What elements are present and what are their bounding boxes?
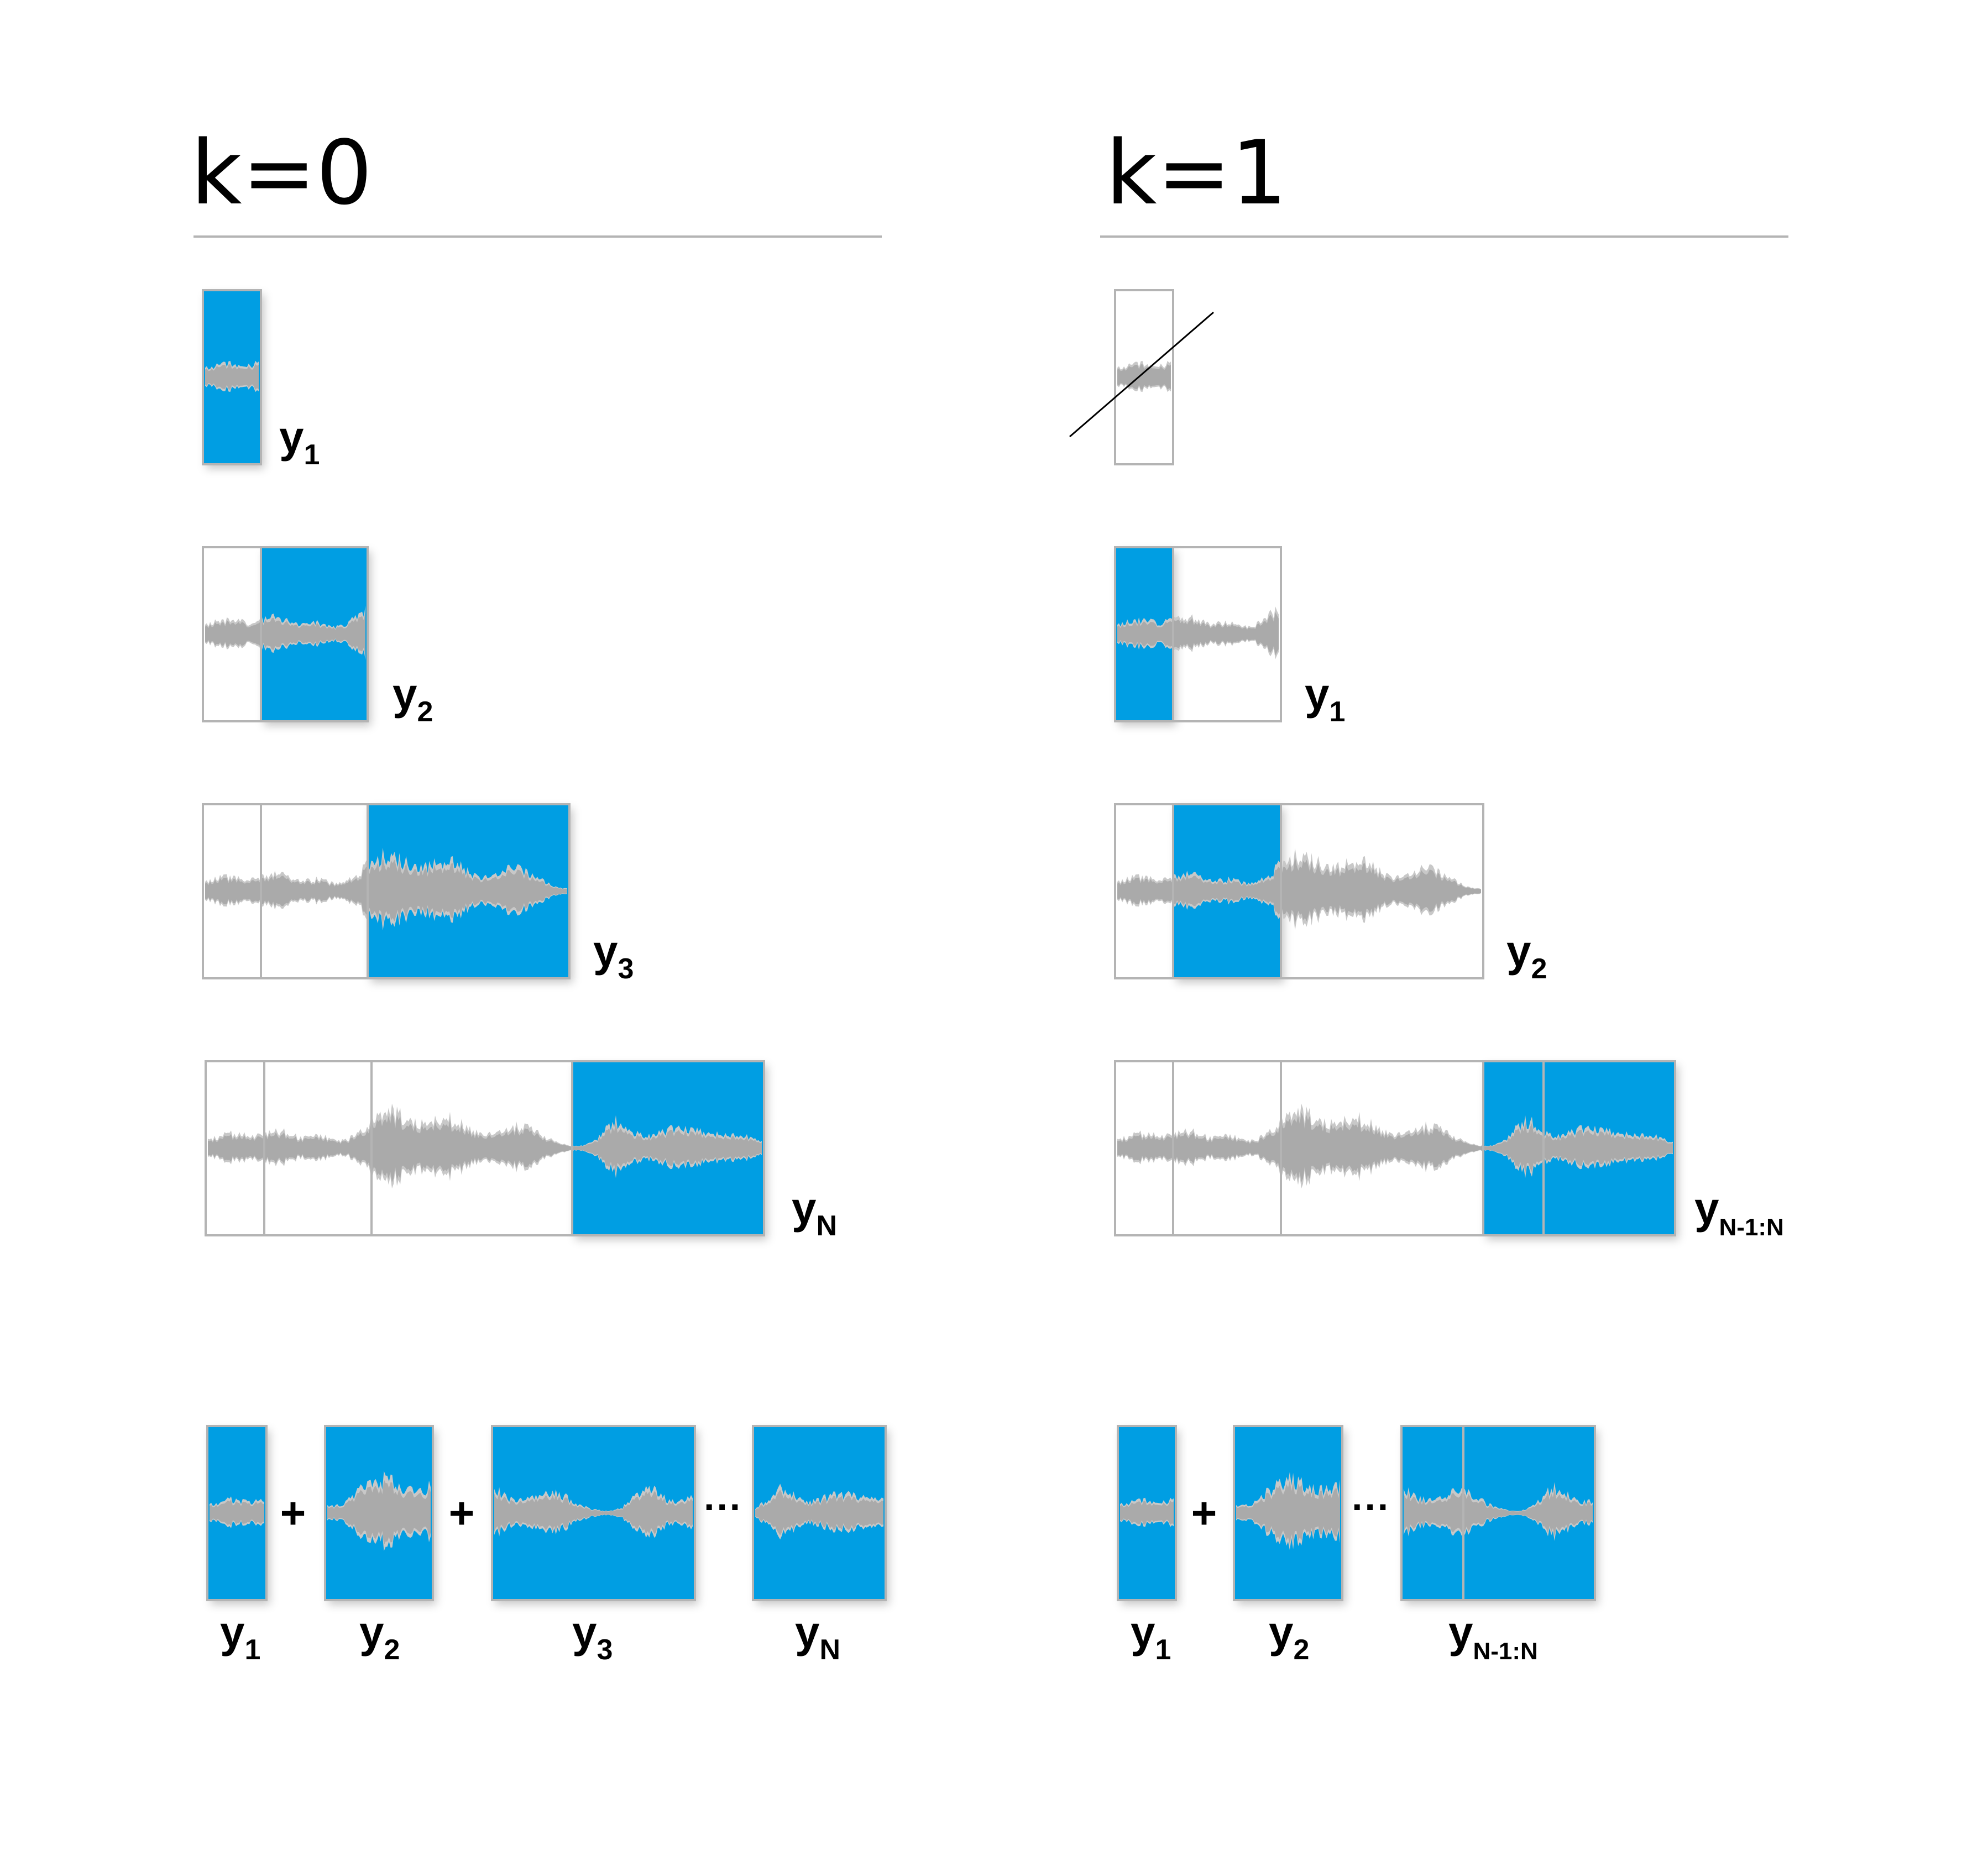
sum-label-k0-1: y1 (220, 1607, 260, 1666)
panel-heading-k0: k=0 (191, 121, 373, 224)
waveform (205, 364, 259, 390)
operator-k0-1: + (280, 1488, 306, 1538)
waveform (327, 1479, 431, 1545)
waveform (755, 1490, 883, 1535)
row-label-k1-1: y1 (1305, 669, 1345, 728)
row-k1-3 (1114, 803, 1484, 979)
block-outline (752, 1425, 887, 1601)
sum-label-k1-1: y1 (1131, 1607, 1171, 1666)
sum-block-k0-4 (752, 1425, 887, 1601)
sum-label-k0-n: yN (795, 1607, 840, 1666)
row-outline (202, 546, 369, 722)
block-outline (1117, 1425, 1177, 1601)
row-k0-4 (205, 1060, 765, 1236)
sum-block-k1-1 (1117, 1425, 1177, 1601)
row-label-k0-1: y1 (279, 412, 320, 471)
row-label-k1-2: y2 (1506, 926, 1547, 985)
waveform (494, 1491, 693, 1534)
waveform (1117, 612, 1279, 656)
sum-block-k1-2 (1233, 1425, 1343, 1601)
block-outline (491, 1425, 696, 1601)
waveform (1236, 1480, 1340, 1544)
operator-k1-1: + (1191, 1488, 1217, 1538)
row-label-k0-2: y2 (393, 669, 433, 728)
sum-block-k0-1 (206, 1425, 268, 1601)
sum-block-k0-2 (324, 1425, 434, 1601)
waveform (205, 856, 567, 925)
row-k1-1 (1069, 289, 1214, 465)
row-label-k0-n: yN (792, 1183, 837, 1242)
waveform (1117, 1112, 1673, 1182)
waveform-blocks (202, 289, 1676, 1601)
waveform (208, 1112, 762, 1182)
sum-block-k0-3 (491, 1425, 696, 1601)
waveform (1404, 1488, 1593, 1537)
block-outline (1233, 1425, 1343, 1601)
row-label-k1-n: yN-1:N (1694, 1183, 1784, 1241)
operator-k0-2: + (449, 1488, 475, 1538)
operator-k1-2: ··· (1352, 1485, 1390, 1528)
row-outline (205, 1060, 765, 1236)
waveform (1120, 1501, 1174, 1525)
waveform (210, 1500, 264, 1526)
sum-block-k1-3 (1400, 1425, 1596, 1601)
row-outline (1114, 803, 1484, 979)
row-k0-1 (202, 289, 262, 465)
strike-line (1069, 311, 1214, 438)
row-k1-2 (1114, 546, 1282, 722)
row-outline (1114, 1060, 1676, 1236)
row-outline (202, 289, 262, 465)
sum-label-k1-n: yN-1:N (1448, 1607, 1538, 1665)
block-outline (324, 1425, 434, 1601)
row-k1-4 (1114, 1060, 1676, 1236)
row-outline (202, 803, 571, 979)
row-outline (1114, 289, 1174, 465)
block-outline (1400, 1425, 1596, 1601)
panel-heading-k1: k=1 (1106, 121, 1288, 224)
block-outline (206, 1425, 268, 1601)
waveform (1117, 856, 1481, 925)
row-k0-3 (202, 803, 571, 979)
waveform (205, 611, 365, 656)
operator-k0-3: ··· (704, 1485, 742, 1528)
row-outline (1114, 546, 1282, 722)
row-k0-2 (202, 546, 369, 722)
sum-label-k0-2: y2 (359, 1607, 400, 1666)
row-label-k0-3: y3 (593, 926, 634, 985)
sum-label-k0-3: y3 (572, 1607, 613, 1666)
sum-label-k1-2: y2 (1269, 1607, 1309, 1666)
